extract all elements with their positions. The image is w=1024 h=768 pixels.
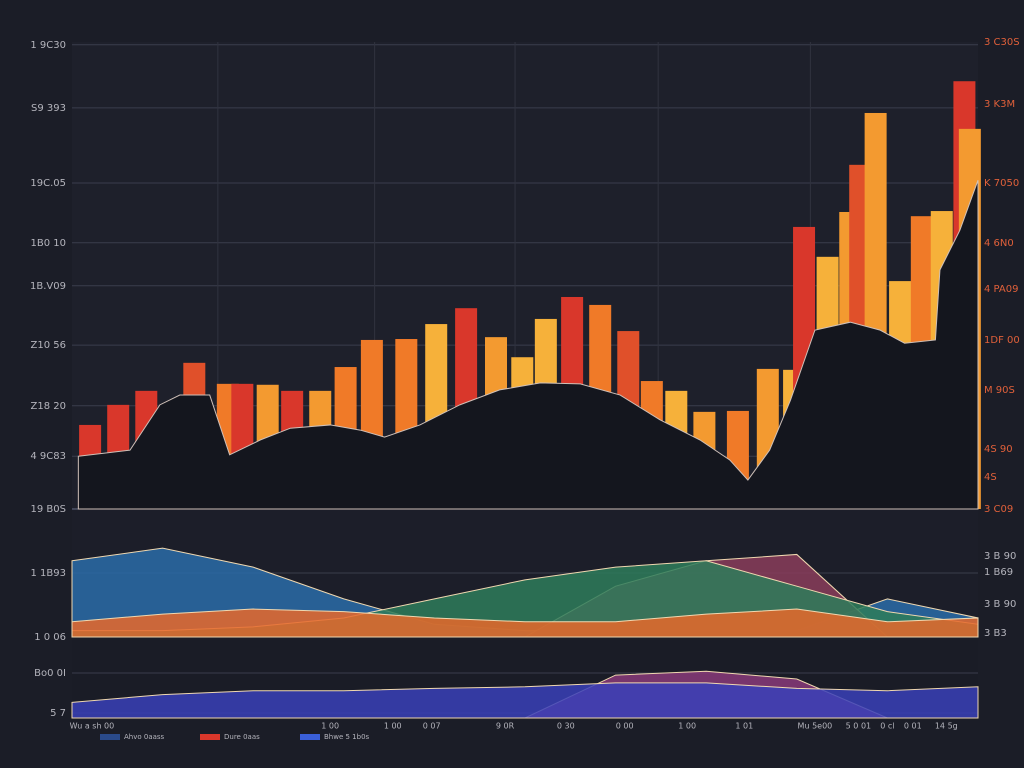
y-tick-label: 19C.05 [30, 178, 66, 189]
x-tick-label: 1 00 [678, 722, 696, 731]
y2-tick-label: 1DF 00 [984, 335, 1020, 346]
y-tick-label: 1 0 06 [34, 632, 66, 643]
y2-tick-label: 3 B3 [984, 628, 1007, 639]
x-tick-label: 5 0 01 [846, 722, 871, 731]
legend-swatch [200, 734, 220, 740]
legend-swatch [100, 734, 120, 740]
y2-tick-label: 4 PA09 [984, 284, 1019, 295]
y-tick-label: 4 9C83 [30, 451, 66, 462]
x-tick-label: 14 5g [935, 722, 958, 731]
y-tick-label: 19 B0S [31, 504, 66, 515]
y-tick-label: Bo0 0I [34, 668, 66, 679]
legend-label: Bhwe 5 1b0s [324, 733, 370, 741]
x-tick-label: 0 30 [557, 722, 575, 731]
y-tick-label: S9 393 [31, 103, 66, 114]
y-tick-label: 1 1B93 [31, 568, 67, 579]
legend-label: Dure 0aas [224, 733, 260, 741]
y2-tick-label: 4S [984, 472, 997, 483]
y2-tick-label: 3 B 90 [984, 599, 1016, 610]
y-tick-label: 5 7 [50, 708, 66, 719]
y2-tick-label: 1 B69 [984, 567, 1013, 578]
area [77, 180, 979, 510]
y2-tick-label: M 90S [984, 385, 1015, 396]
legend-swatch [300, 734, 320, 740]
x-tick-label: 1 01 [735, 722, 753, 731]
y-tick-label: 1B0 10 [31, 238, 67, 249]
x-tick-label: Wu a sh 00 [70, 722, 115, 731]
y-tick-label: 1 9C30 [30, 40, 66, 51]
x-tick-label: 0 cl [880, 722, 894, 731]
y-tick-label: 1B.V09 [30, 281, 66, 292]
y2-tick-label: 3 K3M [984, 99, 1015, 110]
x-tick-label: 9 0R [496, 722, 515, 731]
y-tick-label: Z18 20 [31, 401, 66, 412]
x-tick-label: 0 00 [616, 722, 634, 731]
y2-tick-label: K 7050 [984, 178, 1019, 189]
x-tick-label: 1 00 [321, 722, 339, 731]
y2-tick-label: 4 6N0 [984, 238, 1014, 249]
x-tick-label: Mu 5e00 [798, 722, 833, 731]
area-series [71, 682, 979, 719]
legend-label: Ahvo 0aass [124, 733, 165, 741]
x-tick-label: 1 00 [384, 722, 402, 731]
y2-tick-label: 3 C30S [984, 37, 1020, 48]
y2-tick-label: 4S 90 [984, 444, 1013, 455]
x-tick-label: 0 01 [904, 722, 922, 731]
y2-tick-label: 3 B 90 [984, 551, 1016, 562]
x-tick-label: 0 07 [423, 722, 441, 731]
area-series [71, 608, 979, 638]
y-tick-label: Z10 56 [31, 340, 66, 351]
y2-tick-label: 3 C09 [984, 504, 1013, 515]
